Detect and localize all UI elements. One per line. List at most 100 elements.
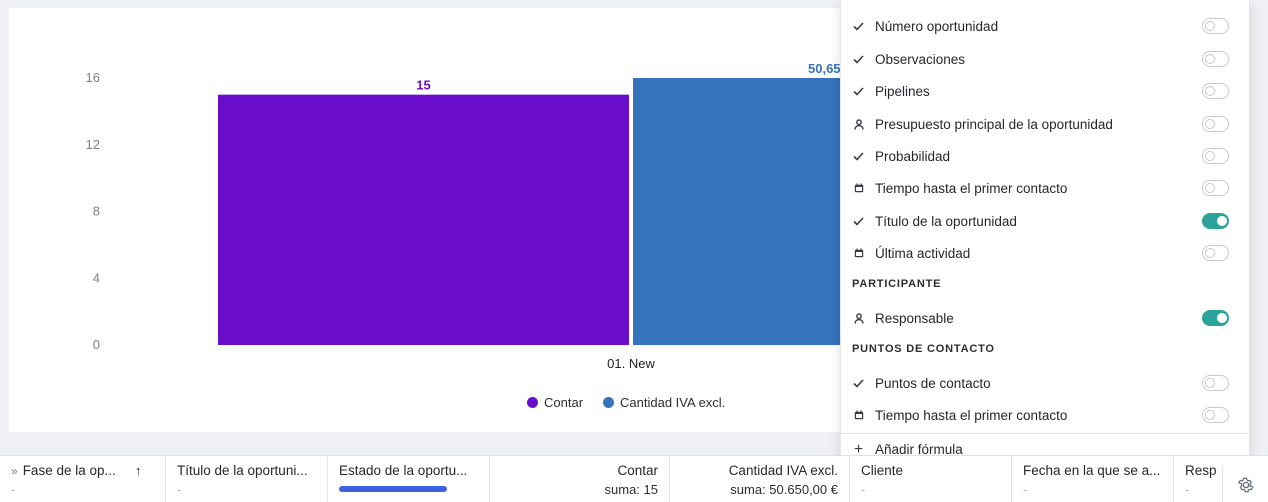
visibility-toggle[interactable]: [1202, 148, 1229, 164]
toggle-knob: [1217, 216, 1227, 226]
calendar-icon: [841, 248, 875, 258]
visibility-toggle[interactable]: [1202, 213, 1229, 229]
column-option-tiempo-hasta-el-primer-contacto[interactable]: Tiempo hasta el primer contacto: [841, 172, 1249, 204]
visibility-toggle[interactable]: [1202, 375, 1229, 391]
column-option-label: Responsable: [875, 310, 954, 326]
data-label-contar: 15: [416, 78, 430, 93]
column-summary-cliente: -: [861, 482, 866, 497]
person-icon: [841, 118, 875, 130]
column-summary-titulo: -: [177, 482, 182, 497]
column-header-cantidad[interactable]: Cantidad IVA excl. suma: 50.650,00 €: [670, 456, 850, 502]
column-option-probabilidad[interactable]: Probabilidad: [841, 140, 1249, 172]
column-selector-panel: Número oportunidad Observaciones Pipelines…: [840, 0, 1250, 467]
check-icon: [841, 86, 875, 96]
person-icon: [841, 312, 875, 324]
section-header-participante: PARTICIPANTE: [852, 278, 942, 290]
plus-icon: +: [853, 440, 864, 458]
check-icon: [841, 151, 875, 161]
table-settings-button[interactable]: [1222, 466, 1268, 502]
column-title-cantidad: Cantidad IVA excl.: [728, 463, 838, 478]
status-progress-bar: [339, 486, 447, 492]
column-header-responsable[interactable]: Resp -: [1174, 456, 1268, 502]
section-header-puntos-de-contacto: PUNTOS DE CONTACTO: [852, 343, 995, 355]
visibility-toggle[interactable]: [1202, 116, 1229, 132]
column-summary-cantidad: suma: 50.650,00 €: [730, 482, 838, 497]
column-title-responsable: Resp: [1185, 463, 1217, 478]
column-header-titulo[interactable]: Título de la oportuni... -: [166, 456, 328, 502]
toggle-knob: [1205, 410, 1215, 420]
check-icon: [841, 378, 875, 388]
expand-icon[interactable]: »: [11, 464, 18, 478]
column-option-label: Última actividad: [875, 245, 971, 261]
column-summary-fecha: -: [1023, 482, 1028, 497]
column-title-fase-text: Fase de la op...: [22, 463, 116, 478]
column-option-puntos-de-contacto[interactable]: Puntos de contacto: [841, 367, 1249, 399]
add-formula-label: Añadir fórmula: [875, 442, 963, 457]
y-tick-label: 16: [86, 70, 100, 85]
legend-dot-cantidad: [603, 397, 615, 408]
visibility-toggle[interactable]: [1202, 180, 1229, 196]
column-header-fecha[interactable]: Fecha en la que se a... -: [1012, 456, 1174, 502]
legend-label-contar: Contar: [544, 395, 584, 410]
add-formula-button[interactable]: + Añadir fórmula: [841, 433, 1249, 465]
toggle-knob: [1205, 21, 1215, 31]
column-option-observaciones[interactable]: Observaciones: [841, 43, 1249, 75]
calendar-icon: [841, 410, 875, 420]
toggle-knob: [1205, 183, 1215, 193]
visibility-toggle[interactable]: [1202, 83, 1229, 99]
visibility-toggle[interactable]: [1202, 18, 1229, 34]
toggle-knob: [1217, 313, 1227, 323]
column-title-fase: » Fase de la op... ↑: [11, 463, 154, 478]
visibility-toggle[interactable]: [1202, 407, 1229, 423]
visibility-toggle[interactable]: [1202, 51, 1229, 67]
column-option-responsable[interactable]: Responsable: [841, 302, 1249, 334]
toggle-knob: [1205, 151, 1215, 161]
chart-panel: 0 4 8 12 16 15 50,65 01. New Contar Cantidad IV…: [9, 8, 859, 432]
bar-cantidad-iva[interactable]: [633, 78, 859, 345]
column-option-label: Número oportunidad: [875, 18, 999, 34]
check-icon: [841, 216, 875, 226]
column-header-cliente[interactable]: Cliente -: [850, 456, 1012, 502]
sort-ascending-icon[interactable]: ↑: [135, 463, 142, 478]
data-label-cantidad-iva: 50,65: [808, 61, 841, 76]
column-option-numero-oportunidad[interactable]: Número oportunidad: [841, 10, 1249, 42]
toggle-knob: [1205, 119, 1215, 129]
legend-item-cantidad[interactable]: Cantidad IVA excl.: [603, 395, 725, 410]
column-title-titulo: Título de la oportuni...: [177, 463, 308, 478]
column-option-label: Tiempo hasta el primer contacto: [875, 180, 1068, 196]
y-tick-label: 12: [86, 137, 100, 152]
bar-chart: 0 4 8 12 16 15 50,65 01. New: [86, 61, 859, 371]
y-tick-label: 8: [93, 204, 100, 219]
toggle-knob: [1205, 378, 1215, 388]
check-icon: [841, 54, 875, 64]
visibility-toggle[interactable]: [1202, 245, 1229, 261]
column-option-tiempo-hasta-el-primer-contacto[interactable]: Tiempo hasta el primer contacto: [841, 399, 1249, 431]
chart-legend: Contar Cantidad IVA excl.: [527, 395, 725, 410]
column-title-cliente: Cliente: [861, 463, 904, 478]
y-tick-label: 4: [93, 270, 100, 285]
legend-item-contar[interactable]: Contar: [527, 395, 583, 410]
column-summary-fase: -: [11, 482, 16, 497]
column-option-ultima-actividad[interactable]: Última actividad: [841, 237, 1249, 269]
toggle-knob: [1205, 86, 1215, 96]
toggle-knob: [1205, 54, 1215, 64]
column-header-fase[interactable]: » Fase de la op... ↑ -: [0, 456, 166, 502]
toggle-knob: [1205, 248, 1215, 258]
bar-contar[interactable]: [218, 94, 629, 345]
column-option-pipelines[interactable]: Pipelines: [841, 75, 1249, 107]
column-summary-contar: suma: 15: [604, 482, 658, 497]
column-summary-responsable: -: [1185, 482, 1190, 497]
visibility-toggle[interactable]: [1202, 310, 1229, 326]
column-option-presupuesto-principal-de-la-oportunidad[interactable]: Presupuesto principal de la oportunidad: [841, 108, 1249, 140]
column-option-label: Observaciones: [875, 51, 966, 67]
column-option-titulo-de-la-oportunidad[interactable]: Título de la oportunidad: [841, 205, 1249, 237]
check-icon: [841, 21, 875, 31]
legend-dot-contar: [527, 397, 538, 408]
column-header-estado[interactable]: Estado de la oportu...: [328, 456, 490, 502]
column-option-label: Título de la oportunidad: [875, 213, 1017, 229]
calendar-icon: [841, 183, 875, 193]
column-option-label: Pipelines: [875, 83, 930, 99]
column-header-contar[interactable]: Contar suma: 15: [490, 456, 670, 502]
column-title-contar: Contar: [617, 463, 658, 478]
column-title-fecha: Fecha en la que se a...: [1023, 463, 1161, 478]
